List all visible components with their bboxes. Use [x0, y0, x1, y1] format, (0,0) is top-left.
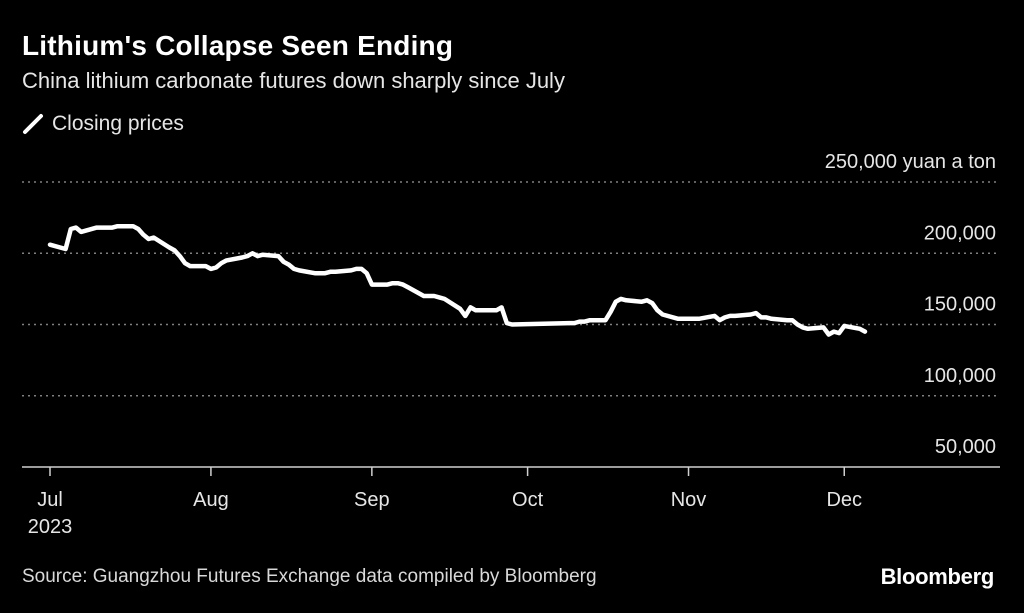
- legend-line-swatch-icon: [23, 114, 43, 134]
- gridlines: [22, 181, 1000, 397]
- source-note: Source: Guangzhou Futures Exchange data …: [22, 566, 597, 587]
- legend-label: Closing prices: [52, 112, 184, 135]
- y-tick-label-3: 100,000: [924, 365, 996, 387]
- series-line-0: [47, 223, 868, 337]
- y-tick-label-0: 250,000 yuan a ton: [825, 151, 996, 173]
- y-tick-label-2: 150,000: [924, 294, 996, 316]
- x-tick-label-4: Nov: [671, 489, 707, 511]
- chart-title: Lithium's Collapse Seen Ending: [22, 30, 454, 61]
- y-tick-label-1: 200,000: [924, 222, 996, 244]
- series: [47, 223, 868, 337]
- chart-subtitle: China lithium carbonate futures down sha…: [22, 68, 565, 93]
- x-tick-label-3: Oct: [512, 489, 544, 511]
- bloomberg-logo: Bloomberg: [880, 564, 995, 589]
- x-tick-label-1: Aug: [193, 489, 229, 511]
- x-tick-sublabel-0: 2023: [28, 516, 73, 538]
- x-tick-label-5: Dec: [826, 489, 862, 511]
- x-tick-label-2: Sep: [354, 489, 390, 511]
- x-axis: Jul 2023 Aug Sep Oct Nov Dec: [22, 466, 1000, 538]
- x-tick-label-0: Jul: [37, 489, 63, 511]
- y-axis: 250,000 yuan a ton 200,000 150,000 100,000 5…: [825, 151, 996, 458]
- legend: Closing prices: [22, 112, 184, 136]
- y-tick-label-4: 50,000: [935, 436, 996, 458]
